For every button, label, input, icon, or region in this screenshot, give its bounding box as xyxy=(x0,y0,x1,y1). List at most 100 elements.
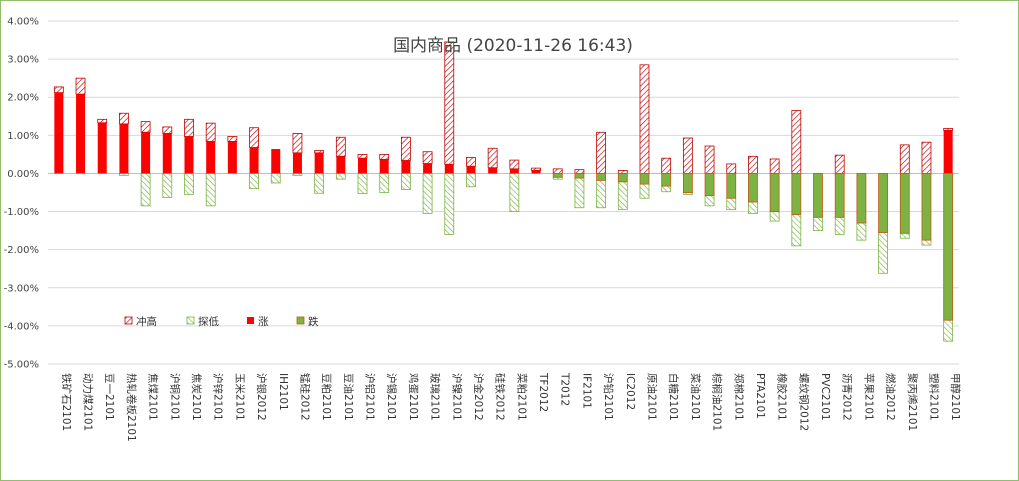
bar-up xyxy=(379,159,389,174)
bar-low xyxy=(574,177,585,209)
x-tick-label: 沪镍2101 xyxy=(450,373,463,421)
x-tick-label: 焦炭2101 xyxy=(190,373,203,421)
bar-high xyxy=(400,136,411,161)
bar-low xyxy=(140,173,151,207)
x-tick-label: 菜粕2101 xyxy=(515,373,528,421)
bar-up xyxy=(76,94,86,174)
bar-down xyxy=(661,173,672,187)
bar-low xyxy=(704,195,715,207)
x-tick-label: 锰硅2012 xyxy=(298,373,311,421)
x-tick-label: 橡胶2101 xyxy=(776,373,789,421)
bar-up xyxy=(314,152,324,174)
x-tick-label: 沪铝2101 xyxy=(364,373,377,421)
bar-low xyxy=(249,173,259,190)
x-tick-label: 热轧卷板2101 xyxy=(125,373,138,442)
bar-high xyxy=(119,112,129,125)
bar-high xyxy=(791,110,802,174)
bar-down xyxy=(878,173,888,233)
bar-low xyxy=(357,173,368,195)
bar-low xyxy=(899,232,910,239)
bar-high xyxy=(596,131,607,174)
bar-high xyxy=(943,128,954,131)
x-tick-label: IF2101 xyxy=(580,373,592,409)
bar-low xyxy=(509,173,520,212)
bar-up xyxy=(249,147,259,174)
bar-down xyxy=(596,173,607,181)
bar-up xyxy=(531,170,541,174)
bar-up xyxy=(292,152,302,174)
legend-label: 冲高 xyxy=(136,315,157,328)
bar-high xyxy=(184,118,194,137)
bar-low xyxy=(813,216,823,232)
bar-low xyxy=(162,173,173,198)
bar-down xyxy=(769,173,780,212)
x-tick-label: 甲醇2101 xyxy=(949,373,962,421)
bar-up xyxy=(271,149,281,174)
x-tick-label: 菜油2101 xyxy=(689,373,702,421)
bar-low xyxy=(921,239,932,246)
y-tick-label: -3.00% xyxy=(4,283,39,294)
bar-up xyxy=(54,92,64,174)
bar-down xyxy=(856,173,867,224)
x-tick-label: 苹果2101 xyxy=(862,373,875,421)
bar-low xyxy=(314,173,325,194)
bar-low xyxy=(791,214,802,247)
bar-low xyxy=(444,173,455,235)
x-tick-label: 燃油2012 xyxy=(884,373,897,421)
bar-high xyxy=(75,77,86,95)
bar-up xyxy=(466,166,476,174)
bar-high xyxy=(834,154,845,174)
bar-down xyxy=(639,173,650,185)
x-tick-label: 郑棉2101 xyxy=(732,373,745,421)
legend-swatch xyxy=(247,317,254,324)
y-tick-label: -5.00% xyxy=(4,360,39,371)
x-tick-label: 豆一2101 xyxy=(103,373,115,421)
bar-high xyxy=(379,153,390,160)
bar-up xyxy=(943,130,953,174)
bar-up xyxy=(141,132,151,174)
bar-low xyxy=(639,183,650,199)
bar-high xyxy=(335,136,346,157)
bar-high xyxy=(314,150,325,154)
x-tick-label: PTA2101 xyxy=(754,373,766,419)
x-tick-label: 沪金2012 xyxy=(472,373,485,421)
bar-high xyxy=(140,121,151,133)
bar-up xyxy=(97,122,107,174)
x-tick-label: 硅铁2012 xyxy=(494,373,507,421)
bar-high xyxy=(292,133,303,154)
bar-high xyxy=(531,167,541,171)
y-tick-label: 0.00% xyxy=(7,169,39,180)
bar-down xyxy=(899,173,910,234)
bar-up xyxy=(119,123,129,174)
x-tick-label: 塑料2101 xyxy=(927,373,940,421)
x-tick-label: 动力煤2101 xyxy=(82,373,95,431)
bar-high xyxy=(205,122,216,142)
legend-swatch xyxy=(186,316,195,325)
x-tick-label: 螺纹钢2012 xyxy=(797,373,810,431)
x-tick-label: 沪铜2101 xyxy=(168,373,181,421)
x-tick-label: 原油2101 xyxy=(645,373,658,421)
bar-up xyxy=(401,160,411,174)
bar-up xyxy=(162,133,172,174)
bar-low xyxy=(466,173,476,188)
bar-high xyxy=(357,153,368,159)
y-tick-label: -4.00% xyxy=(4,321,39,332)
legend-swatch xyxy=(124,316,133,325)
bar-down xyxy=(748,173,758,203)
bar-down xyxy=(921,173,932,241)
bar-low xyxy=(422,173,433,214)
bar-up xyxy=(423,163,433,174)
bar-low xyxy=(335,173,346,180)
bar-high xyxy=(53,86,64,94)
bar-low xyxy=(292,173,303,176)
bar-high xyxy=(682,137,693,174)
x-tick-label: 白糖2101 xyxy=(667,373,680,421)
chart-title: 国内商品 (2020-11-26 16:43) xyxy=(393,36,633,56)
bar-down xyxy=(791,173,802,216)
y-tick-label: 3.00% xyxy=(7,55,39,66)
bar-high xyxy=(422,151,433,164)
bar-low xyxy=(878,232,888,274)
bar-up xyxy=(444,164,454,174)
